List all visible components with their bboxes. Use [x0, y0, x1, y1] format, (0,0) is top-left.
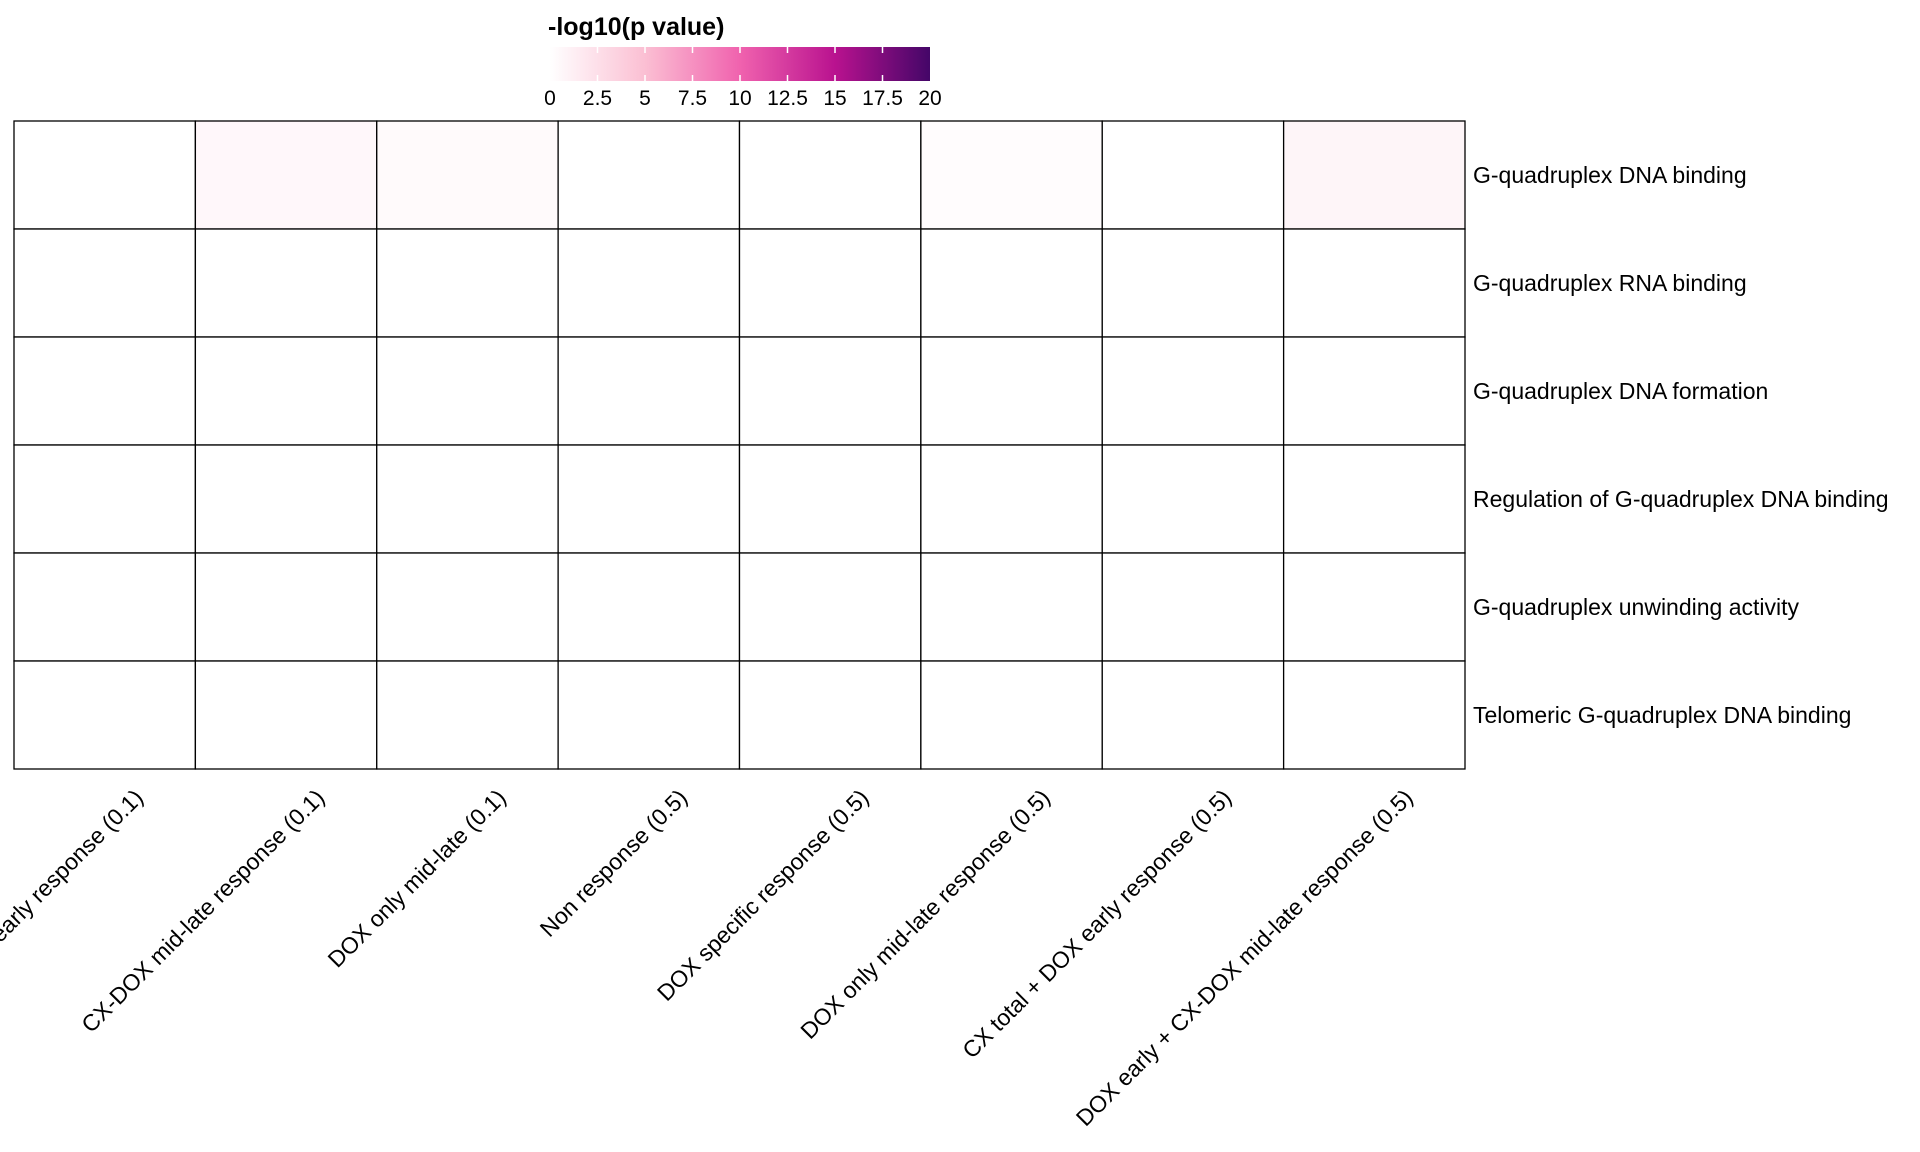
heatmap-cell [1101, 660, 1285, 770]
heatmap-cell [557, 228, 741, 338]
legend-tick-label: 10 [728, 87, 751, 110]
heatmap-cell [376, 444, 559, 554]
row-label: Telomeric G-quadruplex DNA binding [1473, 702, 1851, 728]
heatmap-cell [920, 552, 1103, 662]
heatmap-cell [13, 444, 197, 554]
legend-tick-labels: 0 2.5 5 7.5 10 12.5 15 17.5 20 [544, 87, 942, 110]
heatmap-cell [1101, 336, 1285, 446]
heatmap-cell [13, 660, 197, 770]
heatmap-cell [920, 120, 1103, 230]
heatmap-cell [194, 444, 378, 554]
heatmap-cell [557, 336, 741, 446]
heatmap-cell [376, 120, 559, 230]
row-label: Regulation of G-quadruplex DNA binding [1473, 486, 1889, 512]
heatmap-cell [557, 444, 741, 554]
heatmap-cell [194, 660, 378, 770]
column-label: DOX specific response (0.5) [652, 784, 874, 1006]
heatmap-cell [738, 336, 922, 446]
heatmap-cell [13, 336, 197, 446]
heatmap-cell [1282, 228, 1466, 338]
heatmap-cell [557, 660, 741, 770]
heatmap-cell [1101, 444, 1285, 554]
heatmap-cell [194, 120, 378, 230]
heatmap-cell [194, 336, 378, 446]
heatmap-cell [376, 228, 559, 338]
heatmap-cell [376, 660, 559, 770]
legend-tick-label: 12.5 [767, 87, 808, 110]
legend-tick-label: 2.5 [583, 87, 612, 110]
heatmap-cell [1282, 336, 1466, 446]
heatmap-cell [738, 228, 922, 338]
heatmap-cell [194, 228, 378, 338]
heatmap-cells [13, 120, 1466, 770]
row-label: G-quadruplex RNA binding [1473, 270, 1747, 296]
legend-title: -log10(p value) [548, 13, 724, 41]
row-labels: G-quadruplex DNA binding G-quadruplex RNA… [1473, 162, 1889, 728]
heatmap-cell [13, 552, 197, 662]
heatmap-cell [1282, 552, 1466, 662]
heatmap-cell [1101, 120, 1285, 230]
column-label: DOX early + CX-DOX mid-late response (0.… [1071, 784, 1418, 1131]
legend-tick-label: 5 [639, 87, 651, 110]
heatmap-cell [738, 120, 922, 230]
row-label: G-quadruplex unwinding activity [1473, 594, 1800, 620]
heatmap-cell [13, 228, 197, 338]
heatmap-cell [738, 660, 922, 770]
heatmap-cell [920, 228, 1103, 338]
legend-tick-label: 20 [918, 87, 941, 110]
heatmap-cell [1282, 660, 1466, 770]
heatmap-cell [920, 660, 1103, 770]
heatmap-cell [1101, 228, 1285, 338]
heatmap-cell [1101, 552, 1285, 662]
row-label: G-quadruplex DNA formation [1473, 378, 1768, 404]
legend-tick-label: 7.5 [678, 87, 707, 110]
heatmap-cell [557, 120, 741, 230]
legend-tick-label: 15 [823, 87, 846, 110]
legend-tick-label: 17.5 [862, 87, 903, 110]
heatmap-cell [738, 444, 922, 554]
row-label: G-quadruplex DNA binding [1473, 162, 1747, 188]
heatmap-cell [738, 552, 922, 662]
heatmap-cell [376, 552, 559, 662]
heatmap-cell [920, 444, 1103, 554]
heatmap-cell [1282, 444, 1466, 554]
heatmap-cell [13, 120, 197, 230]
color-legend: -log10(p value) 0 2.5 5 7.5 10 12.5 15 17.5 20 [544, 13, 942, 110]
column-label: Non response (0.5) [535, 784, 693, 942]
heatmap-cell [194, 552, 378, 662]
legend-ticks [596, 47, 884, 81]
heatmap-cell [376, 336, 559, 446]
legend-tick-label: 0 [544, 87, 556, 110]
heatmap-cell [1282, 120, 1466, 230]
column-labels: CX-DOX early response (0.1)CX-DOX mid-la… [0, 784, 1418, 1131]
column-label: DOX only mid-late (0.1) [323, 784, 511, 972]
heatmap-cell [920, 336, 1103, 446]
heatmap-cell [557, 552, 741, 662]
